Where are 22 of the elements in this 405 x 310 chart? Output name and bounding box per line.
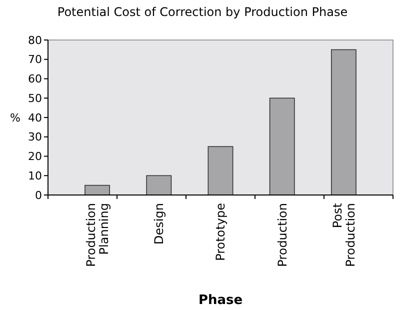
y-tick-label: 0 <box>35 188 42 202</box>
bar <box>269 98 295 196</box>
bar <box>84 184 110 196</box>
y-tick-label: 10 <box>28 169 42 182</box>
y-tick-label: 70 <box>28 53 42 66</box>
bar <box>208 146 234 196</box>
x-tick-label: Post Production <box>330 202 358 267</box>
bar <box>330 49 356 196</box>
y-axis-title: % <box>10 111 20 124</box>
x-tick-label: Production Planning <box>84 203 111 267</box>
y-tick-label: 20 <box>28 150 42 164</box>
bar <box>146 175 172 196</box>
x-tick-label: Prototype <box>214 203 228 261</box>
x-axis-title: Phase <box>198 293 243 308</box>
y-tick-label: 30 <box>28 130 42 144</box>
y-tick-label: 60 <box>28 72 42 86</box>
y-tick-label: 80 <box>28 34 42 47</box>
y-tick-label: 40 <box>28 111 42 124</box>
y-tick-label: 50 <box>28 92 42 105</box>
chart-title: Potential Cost of Correction by Production Phase <box>57 5 348 19</box>
x-tick-label: Production <box>275 203 290 267</box>
x-tick-label: Design <box>152 203 166 244</box>
